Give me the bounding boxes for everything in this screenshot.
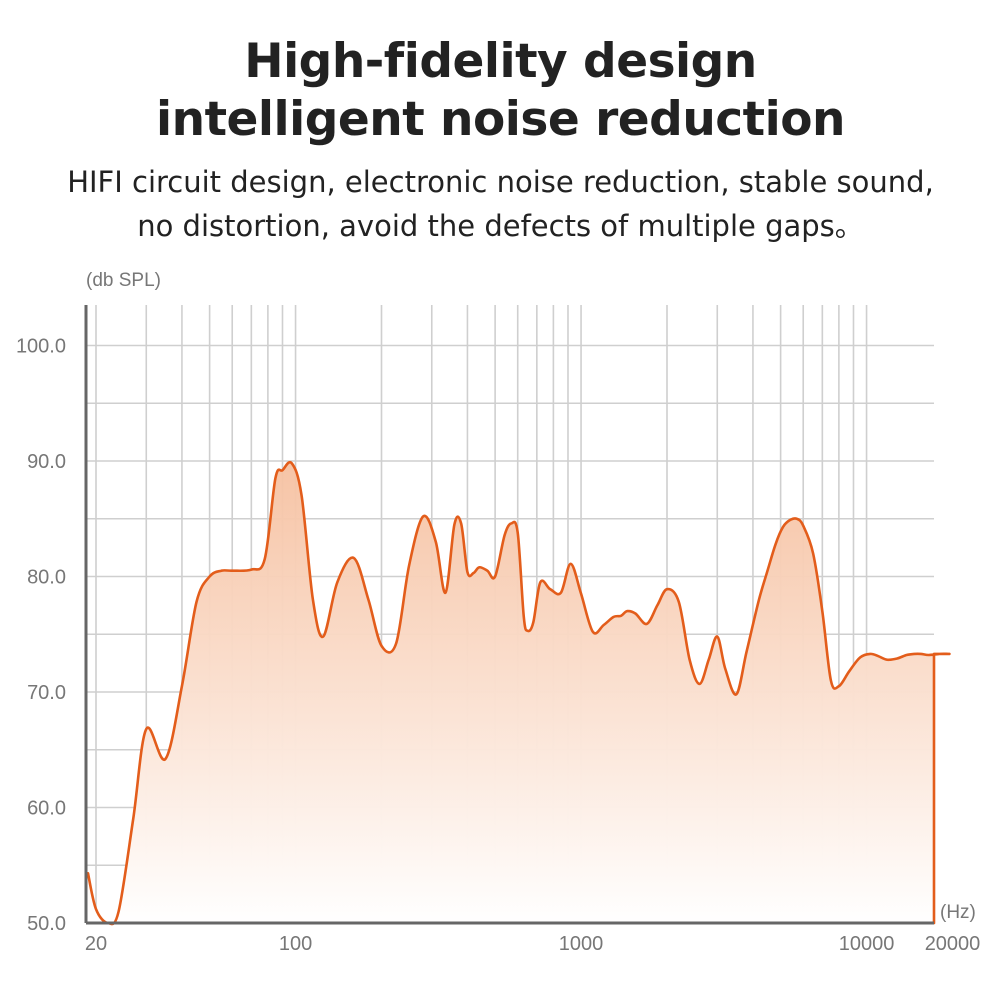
y-tick-label: 90.0 <box>27 451 66 473</box>
y-tick-labels: 50.0 60.0 70.0 80.0 90.0 100.0 <box>16 336 66 936</box>
x-tick-label: 20 <box>85 933 107 955</box>
x-tick-labels: 20 100 1000 10000 20000 <box>85 933 980 955</box>
subtitle-line-2: no distortion, avoid the defects of mult… <box>137 209 864 243</box>
subtitle-line-1: HIFI circuit design, electronic noise re… <box>67 165 934 199</box>
response-line <box>86 460 951 926</box>
y-tick-label: 60.0 <box>27 798 66 820</box>
y-tick-label: 80.0 <box>27 567 66 589</box>
y-tick-label: 100.0 <box>16 336 66 358</box>
axes <box>84 305 934 925</box>
x-tick-label: 1000 <box>559 933 604 955</box>
x-tick-label: 20000 <box>925 933 981 955</box>
y-tick-label: 70.0 <box>27 682 66 704</box>
x-axis-label: (Hz) <box>940 902 976 923</box>
x-tick-label: 10000 <box>839 933 895 955</box>
page-title-line-1: High-fidelity design <box>244 34 757 89</box>
page-title-line-2: intelligent noise reduction <box>156 92 845 147</box>
response-area <box>88 462 950 925</box>
x-tick-label: 100 <box>279 933 312 955</box>
y-axis-label: (db SPL) <box>86 270 161 291</box>
y-tick-label: 50.0 <box>27 913 66 935</box>
